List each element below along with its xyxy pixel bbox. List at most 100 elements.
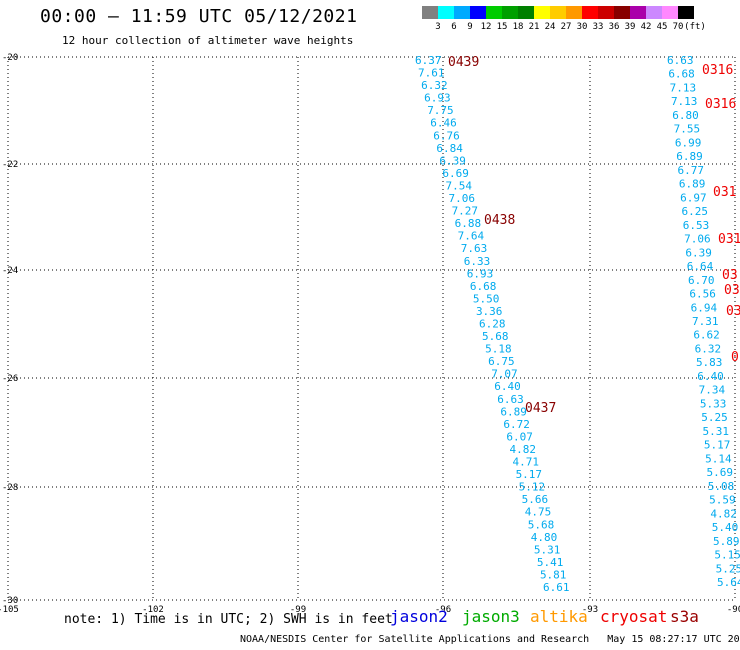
wave-height-value: 6.63: [497, 393, 524, 406]
wave-height-value: 6.64: [687, 260, 714, 273]
wave-height-value: 6.40: [697, 370, 724, 383]
wave-height-value: 5.31: [534, 543, 561, 556]
wave-height-value: 5.50: [473, 292, 500, 305]
colorbar-swatch: [598, 6, 614, 19]
wave-height-value: 7.31: [692, 315, 719, 328]
colorbar-label: 45: [656, 22, 668, 32]
wave-height-value: 5.25: [701, 411, 728, 424]
colorbar-label: 39: [624, 22, 636, 32]
colorbar-swatch: [582, 6, 598, 19]
colorbar-swatch: [422, 6, 438, 19]
wave-height-value: 6.32: [421, 79, 448, 92]
pass-time-label: 0439: [448, 55, 479, 70]
wave-height-value: 6.75: [488, 355, 514, 368]
legend-altika: altika: [530, 607, 588, 626]
wave-height-value: 7.61: [418, 67, 445, 80]
wave-height-value: 7.75: [427, 104, 454, 117]
wave-height-value: 7.63: [461, 242, 488, 255]
wave-height-value: 5.08: [708, 480, 735, 493]
colorbar-swatch: [662, 6, 678, 19]
wave-height-value: 5.83: [696, 356, 723, 369]
pass-time-label: 03: [726, 304, 740, 319]
pass-time-label: 0316: [705, 97, 736, 112]
wave-height-value: 6.88: [455, 217, 482, 230]
wave-height-value: 6.99: [675, 136, 702, 149]
wave-height-value: 7.54: [445, 179, 472, 192]
wave-height-value: 7.34: [699, 384, 726, 397]
wave-height-value: 7.55: [674, 123, 701, 136]
colorbar-label: 24: [544, 22, 556, 32]
lon-label: -99: [290, 605, 306, 615]
wave-height-value: 6.93: [424, 92, 451, 105]
wave-height-value: 6.07: [506, 430, 533, 443]
wave-height-value: 6.37: [415, 54, 442, 67]
wave-height-value: 6.76: [433, 129, 460, 142]
wave-height-value: 6.69: [442, 167, 469, 180]
wave-height-value: 4.82: [509, 443, 536, 456]
colorbar-label: 70: [672, 22, 684, 32]
wave-height-value: 6.93: [467, 267, 494, 280]
lon-label: -90: [727, 605, 740, 615]
wave-height-value: 6.84: [436, 142, 463, 155]
wave-height-value: 5.15: [714, 549, 740, 562]
wave-height-value: 5.17: [516, 468, 543, 481]
colorbar-swatch: [614, 6, 630, 19]
pass-time-label: 0316: [702, 63, 733, 78]
wave-height-value: 6.32: [695, 342, 722, 355]
page-subtitle: 12 hour collection of altimeter wave hei…: [62, 34, 354, 47]
wave-height-value: 6.63: [667, 54, 694, 67]
legend-cryosat: cryosat: [600, 607, 668, 626]
wave-height-value: 4.80: [531, 531, 558, 544]
colorbar-swatch: [502, 6, 518, 19]
pass-time-label: 0438: [484, 213, 515, 228]
pass-time-label: 03: [722, 268, 738, 283]
colorbar-swatch: [646, 6, 662, 19]
colorbar-swatch: [438, 6, 454, 19]
colorbar-swatch: [678, 6, 694, 19]
wave-height-value: 7.64: [458, 230, 485, 243]
colorbar-label: 36: [608, 22, 620, 32]
wave-height-value: 5.66: [522, 493, 549, 506]
wave-height-value: 5.81: [540, 568, 567, 581]
colorbar-unit: (ft): [684, 22, 706, 32]
wave-height-value: 6.89: [676, 150, 703, 163]
wave-height-value: 6.53: [683, 219, 710, 232]
wave-height-value: 6.62: [693, 329, 720, 342]
wave-height-value: 5.40: [712, 521, 739, 534]
colorbar-label: 18: [512, 22, 524, 32]
lon-label: -96: [435, 605, 451, 615]
wave-height-value: 6.39: [685, 246, 712, 259]
wave-height-value: 5.18: [485, 343, 512, 356]
colorbar-swatch: [630, 6, 646, 19]
wave-height-value: 7.07: [491, 368, 518, 381]
wave-height-value: 5.17: [704, 439, 731, 452]
wave-height-value: 5.31: [703, 425, 730, 438]
wave-height-value: 6.80: [672, 109, 699, 122]
colorbar-label: 27: [560, 22, 572, 32]
lat-label: -22: [2, 160, 18, 170]
colorbar-swatch: [518, 6, 534, 19]
wave-height-value: 5.69: [706, 466, 733, 479]
lat-label: -20: [2, 53, 18, 63]
page-title: 00:00 — 11:59 UTC 05/12/2021: [40, 6, 358, 27]
wave-height-value: 6.28: [479, 318, 506, 331]
wave-height-value: 6.77: [678, 164, 705, 177]
wave-height-value: 6.97: [680, 191, 707, 204]
wave-height-value: 7.13: [670, 81, 697, 94]
colorbar-label: 15: [496, 22, 508, 32]
wave-height-value: 6.61: [543, 581, 570, 594]
colorbar-label: 9: [467, 22, 473, 32]
wave-height-value: 6.68: [668, 68, 695, 81]
pass-time-label: 031: [713, 185, 736, 200]
wave-height-value: 6.89: [500, 405, 527, 418]
colorbar-label: 42: [640, 22, 652, 32]
colorbar-label: 6: [451, 22, 457, 32]
wave-height-value: 4.75: [525, 506, 552, 519]
colorbar-swatch: [486, 6, 502, 19]
wave-height-value: 6.72: [503, 418, 530, 431]
colorbar-label: 12: [480, 22, 492, 32]
legend-jason2: jason2: [390, 607, 448, 626]
wave-height-value: 5.33: [700, 397, 727, 410]
